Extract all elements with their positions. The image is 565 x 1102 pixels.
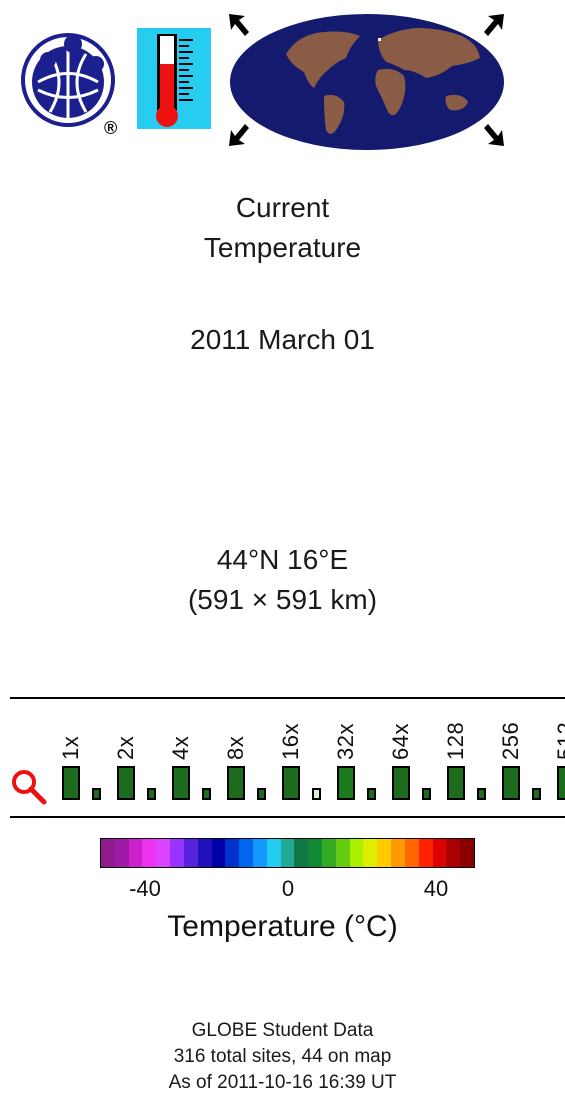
location-info: 44°N 16°E (591 × 591 km)	[0, 540, 565, 620]
zoom-bar-top-divider	[10, 697, 565, 699]
arrow-down-left-icon	[229, 124, 249, 146]
legend-color-cell	[252, 839, 267, 867]
world-map-icon	[230, 14, 504, 150]
zoom-intermediate-button[interactable]	[92, 788, 101, 800]
globe-program-logo-icon	[21, 33, 115, 127]
date-label: 2011 March 01	[190, 324, 375, 355]
footer-site-count: 316 total sites, 44 on map	[173, 1046, 392, 1067]
zoom-level-label: 1x	[58, 735, 83, 760]
legend-color-cell	[170, 839, 184, 867]
zoom-level-button[interactable]	[62, 766, 80, 800]
zoom-level-button[interactable]	[282, 766, 300, 800]
legend-color-cell	[142, 839, 157, 867]
zoom-intermediate-button[interactable]	[312, 788, 321, 800]
legend-title: Temperature (°C)	[167, 910, 398, 943]
title-line-1: Current	[235, 192, 330, 223]
arrow-down-right-icon	[484, 124, 504, 146]
zoom-level-label: 4x	[168, 735, 193, 760]
thermometer-icon	[156, 34, 193, 127]
arrow-up-left-icon	[229, 14, 249, 36]
legend-color-cell	[391, 839, 405, 867]
legend-color-cell	[211, 839, 226, 867]
title-line-2: Temperature	[203, 232, 362, 263]
zoom-level-button[interactable]	[557, 766, 565, 800]
zoom-intermediate-button[interactable]	[422, 788, 431, 800]
legend-color-cell	[377, 839, 392, 867]
legend-color-cell	[322, 839, 336, 867]
zoom-level-label: 512	[553, 721, 565, 760]
globe-logo[interactable]: ®	[18, 30, 126, 140]
zoom-level-button[interactable]	[227, 766, 245, 800]
legend-color-cell	[183, 839, 198, 867]
legend-color-cell	[101, 839, 115, 867]
zoom-level-label: 16x	[278, 723, 303, 760]
legend-color-cell	[349, 839, 364, 867]
zoom-level-button[interactable]	[337, 766, 355, 800]
legend-color-cell	[432, 839, 447, 867]
world-map-button[interactable]	[228, 6, 508, 151]
legend-color-cell	[156, 839, 171, 867]
zoom-level-button[interactable]	[392, 766, 410, 800]
zoom-magnifier	[10, 768, 50, 808]
pan-northeast-button[interactable]	[478, 10, 508, 40]
zoom-intermediate-button[interactable]	[367, 788, 376, 800]
legend-color-cell	[446, 839, 461, 867]
zoom-level-label: 2x	[113, 735, 138, 760]
zoom-level-label: 32x	[333, 723, 358, 760]
legend-color-cell	[308, 839, 322, 867]
legend-color-cell	[335, 839, 350, 867]
legend-color-cell	[363, 839, 378, 867]
coordinates-label: 44°N 16°E	[216, 544, 349, 575]
registered-mark: ®	[104, 118, 118, 138]
legend-color-cell	[239, 839, 253, 867]
footer-source-label: GLOBE Student Data	[191, 1020, 374, 1041]
zoom-level-button[interactable]	[447, 766, 465, 800]
zoom-level-button[interactable]	[502, 766, 520, 800]
footer-timestamp: As of 2011-10-16 16:39 UT	[168, 1072, 397, 1093]
legend-color-cell	[404, 839, 419, 867]
extent-label: (591 × 591 km)	[187, 584, 378, 615]
legend-color-cell	[460, 839, 474, 867]
zoom-level-label: 8x	[223, 735, 248, 760]
legend-color-cell	[266, 839, 281, 867]
magnifier-icon	[12, 770, 47, 805]
data-source-info: GLOBE Student Data 316 total sites, 44 o…	[0, 1018, 565, 1096]
arrow-up-right-icon	[484, 14, 504, 36]
zoom-level-button[interactable]	[172, 766, 190, 800]
zoom-level-label: 256	[498, 721, 523, 760]
zoom-intermediate-button[interactable]	[202, 788, 211, 800]
zoom-level-button[interactable]	[117, 766, 135, 800]
temperature-color-scale	[100, 838, 475, 868]
legend-tick-0: 0	[281, 876, 295, 901]
legend-color-cell	[197, 839, 212, 867]
pan-northwest-button[interactable]	[225, 10, 255, 40]
zoom-intermediate-button[interactable]	[477, 788, 486, 800]
legend-color-cell	[225, 839, 240, 867]
legend-tick-40: 40	[423, 876, 449, 901]
legend-color-cell	[280, 839, 295, 867]
zoom-bar-bottom-divider	[10, 816, 565, 818]
legend-color-cell	[418, 839, 433, 867]
legend-color-cell	[114, 839, 129, 867]
zoom-level-label: 64x	[388, 723, 413, 760]
thermometer-button[interactable]	[137, 28, 211, 129]
pan-southeast-button[interactable]	[478, 120, 508, 150]
legend-color-cell	[128, 839, 143, 867]
zoom-intermediate-button[interactable]	[532, 788, 541, 800]
page-title: Current Temperature	[0, 188, 565, 268]
legend-color-cell	[294, 839, 309, 867]
zoom-intermediate-button[interactable]	[257, 788, 266, 800]
pan-southwest-button[interactable]	[225, 120, 255, 150]
legend-tick-minus-40: -40	[129, 876, 161, 901]
zoom-level-label: 128	[443, 721, 468, 760]
zoom-intermediate-button[interactable]	[147, 788, 156, 800]
